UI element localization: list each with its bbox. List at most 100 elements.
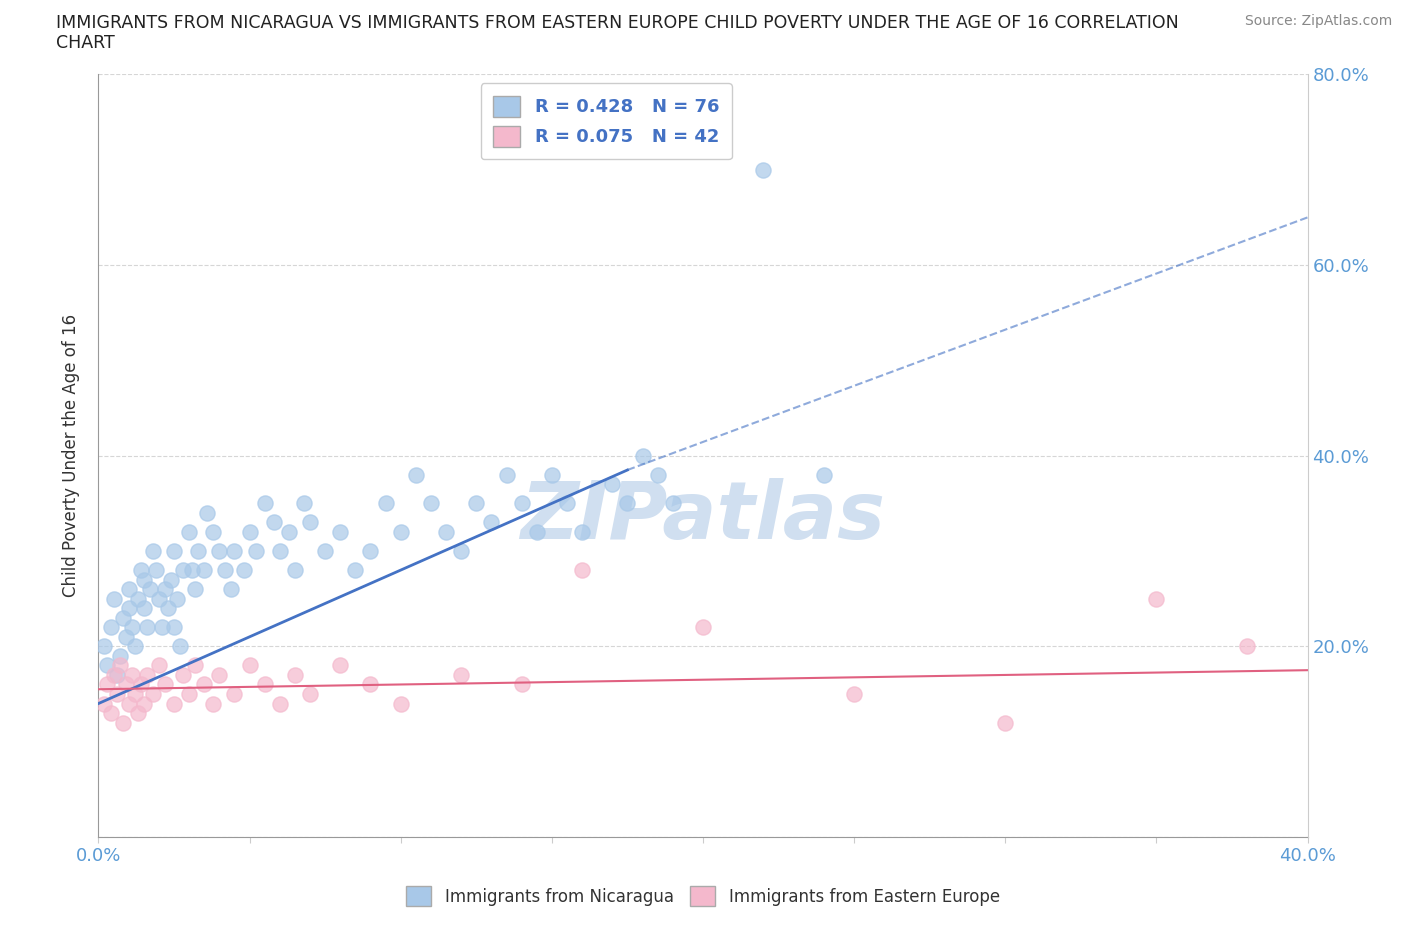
- Point: [263, 515, 285, 530]
- Point: [163, 696, 186, 711]
- Point: [239, 658, 262, 673]
- Point: [100, 706, 122, 721]
- Point: [118, 696, 141, 711]
- Point: [329, 658, 352, 673]
- Point: [647, 467, 669, 482]
- Point: [96, 658, 118, 673]
- Point: [139, 582, 162, 597]
- Point: [103, 591, 125, 606]
- Point: [434, 525, 457, 539]
- Point: [253, 677, 276, 692]
- Point: [172, 668, 194, 683]
- Point: [360, 677, 382, 692]
- Point: [221, 582, 243, 597]
- Point: [121, 668, 143, 683]
- Point: [148, 591, 170, 606]
- Point: [142, 686, 165, 701]
- Point: [179, 686, 201, 701]
- Point: [232, 563, 254, 578]
- Point: [111, 715, 134, 730]
- Point: [163, 543, 186, 558]
- Point: [481, 515, 503, 530]
- Point: [571, 563, 593, 578]
- Point: [127, 591, 149, 606]
- Point: [284, 563, 307, 578]
- Point: [108, 648, 131, 663]
- Point: [172, 563, 194, 578]
- Legend: Immigrants from Nicaragua, Immigrants from Eastern Europe: Immigrants from Nicaragua, Immigrants fr…: [399, 880, 1007, 912]
- Point: [405, 467, 427, 482]
- Point: [314, 543, 336, 558]
- Point: [752, 163, 775, 178]
- Point: [193, 563, 215, 578]
- Point: [374, 496, 396, 511]
- Point: [132, 572, 155, 587]
- Point: [661, 496, 683, 511]
- Point: [150, 620, 173, 635]
- Point: [96, 677, 118, 692]
- Point: [214, 563, 236, 578]
- Point: [344, 563, 367, 578]
- Point: [555, 496, 578, 511]
- Point: [1144, 591, 1167, 606]
- Point: [239, 525, 262, 539]
- Point: [450, 668, 472, 683]
- Point: [142, 543, 165, 558]
- Point: [1236, 639, 1258, 654]
- Point: [994, 715, 1017, 730]
- Point: [118, 582, 141, 597]
- Point: [153, 677, 176, 692]
- Point: [135, 620, 157, 635]
- Point: [184, 658, 207, 673]
- Point: [389, 525, 412, 539]
- Point: [166, 591, 188, 606]
- Point: [299, 686, 322, 701]
- Point: [127, 706, 149, 721]
- Point: [540, 467, 562, 482]
- Point: [93, 696, 115, 711]
- Point: [224, 686, 246, 701]
- Point: [360, 543, 382, 558]
- Point: [129, 677, 152, 692]
- Point: [124, 686, 146, 701]
- Point: [208, 668, 231, 683]
- Point: [224, 543, 246, 558]
- Point: [100, 620, 122, 635]
- Point: [135, 668, 157, 683]
- Point: [129, 563, 152, 578]
- Text: ZIPatlas: ZIPatlas: [520, 478, 886, 556]
- Point: [692, 620, 714, 635]
- Point: [103, 668, 125, 683]
- Point: [526, 525, 548, 539]
- Point: [253, 496, 276, 511]
- Legend: R = 0.428   N = 76, R = 0.075   N = 42: R = 0.428 N = 76, R = 0.075 N = 42: [481, 84, 733, 159]
- Point: [114, 677, 136, 692]
- Point: [299, 515, 322, 530]
- Point: [179, 525, 201, 539]
- Point: [187, 543, 209, 558]
- Point: [181, 563, 204, 578]
- Point: [105, 668, 128, 683]
- Point: [153, 582, 176, 597]
- Point: [510, 677, 533, 692]
- Point: [813, 467, 835, 482]
- Point: [118, 601, 141, 616]
- Point: [108, 658, 131, 673]
- Point: [269, 543, 291, 558]
- Point: [202, 525, 225, 539]
- Point: [160, 572, 183, 587]
- Text: CHART: CHART: [56, 34, 115, 52]
- Point: [132, 601, 155, 616]
- Point: [145, 563, 167, 578]
- Point: [169, 639, 191, 654]
- Point: [208, 543, 231, 558]
- Point: [602, 477, 624, 492]
- Point: [450, 543, 472, 558]
- Text: Source: ZipAtlas.com: Source: ZipAtlas.com: [1244, 14, 1392, 28]
- Point: [132, 696, 155, 711]
- Point: [148, 658, 170, 673]
- Point: [284, 668, 307, 683]
- Point: [195, 506, 218, 521]
- Point: [389, 696, 412, 711]
- Point: [269, 696, 291, 711]
